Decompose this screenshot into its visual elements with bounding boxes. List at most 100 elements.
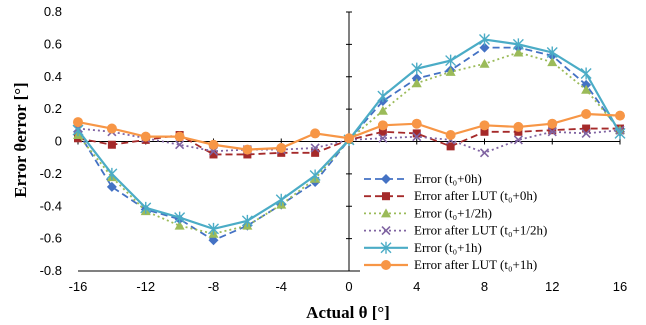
data-point — [582, 124, 591, 133]
data-point — [310, 128, 321, 139]
y-tick-label: 0 — [55, 134, 62, 149]
data-point — [275, 193, 287, 206]
series-line — [77, 127, 621, 154]
y-tick-label: 0.6 — [44, 36, 62, 51]
legend-background — [360, 168, 625, 274]
data-point — [140, 131, 151, 142]
data-point — [377, 120, 388, 131]
data-point — [73, 117, 83, 128]
data-point — [377, 105, 388, 115]
legend-entry: Error after LUT (t₀+1h) — [364, 257, 537, 272]
data-point — [547, 127, 557, 137]
x-tick-label: -8 — [208, 279, 220, 294]
y-tick-labels: 0.8 0.6 0.4 0.2 0 -0.2 -0.4 -0.6 -0.8 — [40, 4, 352, 278]
data-point — [479, 148, 490, 158]
data-point — [615, 110, 625, 121]
x-tick-label: 4 — [413, 279, 420, 294]
legend-entry: Error after LUT (t₀+0h) — [364, 188, 537, 203]
series-line — [77, 51, 621, 235]
data-point — [242, 144, 253, 155]
data-point — [548, 126, 557, 135]
series-layer — [72, 33, 626, 246]
x-tick-label: -12 — [136, 279, 155, 294]
data-point — [547, 57, 558, 67]
data-point — [513, 135, 523, 145]
y-tick-label: 0.2 — [44, 101, 62, 116]
x-tick-label: 12 — [545, 279, 559, 294]
data-point — [479, 33, 490, 46]
y-tick-label: 0.4 — [44, 69, 62, 84]
y-tick-label: -0.4 — [40, 198, 62, 213]
data-point — [445, 130, 456, 141]
data-point — [581, 84, 592, 94]
data-point — [276, 142, 287, 153]
data-point — [311, 148, 320, 157]
legend-label: Error (t₀+1h) — [414, 240, 482, 255]
legend-label: Error after LUT (t₀+0h) — [414, 188, 537, 203]
data-point — [479, 42, 490, 53]
data-point — [344, 133, 354, 144]
data-point — [208, 139, 219, 150]
data-point — [380, 241, 392, 254]
y-tick-label: -0.6 — [40, 231, 62, 246]
legend-entry: Error (t₀+1/2h) — [364, 205, 492, 220]
data-point — [581, 128, 591, 138]
legend-entry: Error after LUT (t₀+1/2h) — [364, 223, 547, 238]
data-point — [614, 127, 626, 140]
data-point — [513, 121, 524, 132]
data-point — [208, 222, 219, 235]
x-tick-label: -16 — [69, 279, 88, 294]
data-point — [175, 140, 185, 150]
data-point — [479, 58, 490, 68]
data-point — [174, 131, 185, 142]
data-point — [140, 201, 152, 214]
legend-entry: Error (t₀+1h) — [364, 240, 482, 255]
legend: Error (t₀+0h) Error after LUT (t₀+0h) Erro… — [360, 168, 625, 274]
data-point — [382, 192, 390, 201]
data-point — [512, 38, 524, 51]
y-axis-title: Error θerror [°] — [11, 82, 30, 197]
data-point — [411, 78, 422, 88]
data-point — [378, 127, 387, 136]
data-point — [309, 169, 321, 182]
legend-label: Error (t₀+1/2h) — [414, 205, 492, 220]
data-point — [412, 129, 421, 138]
data-point — [546, 46, 558, 59]
data-point — [209, 150, 218, 159]
data-point — [513, 47, 524, 57]
y-tick-label: -0.8 — [40, 263, 62, 278]
data-point — [479, 120, 490, 131]
y-tick-label: 0.8 — [44, 4, 62, 19]
data-point — [381, 260, 391, 270]
data-point — [107, 140, 116, 149]
data-point — [580, 67, 592, 80]
x-tick-label: 0 — [345, 279, 352, 294]
data-point — [106, 181, 117, 192]
data-point — [581, 108, 592, 119]
data-point — [106, 167, 118, 180]
data-point — [411, 118, 422, 129]
data-point — [310, 143, 320, 153]
legend-label: Error (t₀+0h) — [414, 171, 482, 186]
data-point — [381, 226, 391, 236]
data-point — [106, 123, 117, 134]
data-point — [381, 174, 391, 184]
data-point — [381, 208, 391, 218]
legend-label: Error after LUT (t₀+1/2h) — [414, 223, 547, 238]
x-tick-label: 8 — [481, 279, 488, 294]
series-6 — [73, 108, 625, 155]
x-tick-label: -4 — [275, 279, 287, 294]
data-point — [174, 220, 185, 230]
data-point — [445, 66, 456, 76]
data-point — [377, 90, 389, 103]
data-point — [547, 118, 558, 129]
x-tick-label: 16 — [613, 279, 627, 294]
data-point — [241, 214, 253, 227]
data-point — [174, 211, 186, 224]
data-point — [445, 54, 457, 67]
legend-entry: Error (t₀+0h) — [364, 171, 482, 186]
x-tick-labels: -16 -12 -8 -4 0 4 8 12 16 — [69, 138, 627, 294]
legend-label: Error after LUT (t₀+1h) — [414, 257, 537, 272]
y-tick-label: -0.2 — [40, 166, 62, 181]
